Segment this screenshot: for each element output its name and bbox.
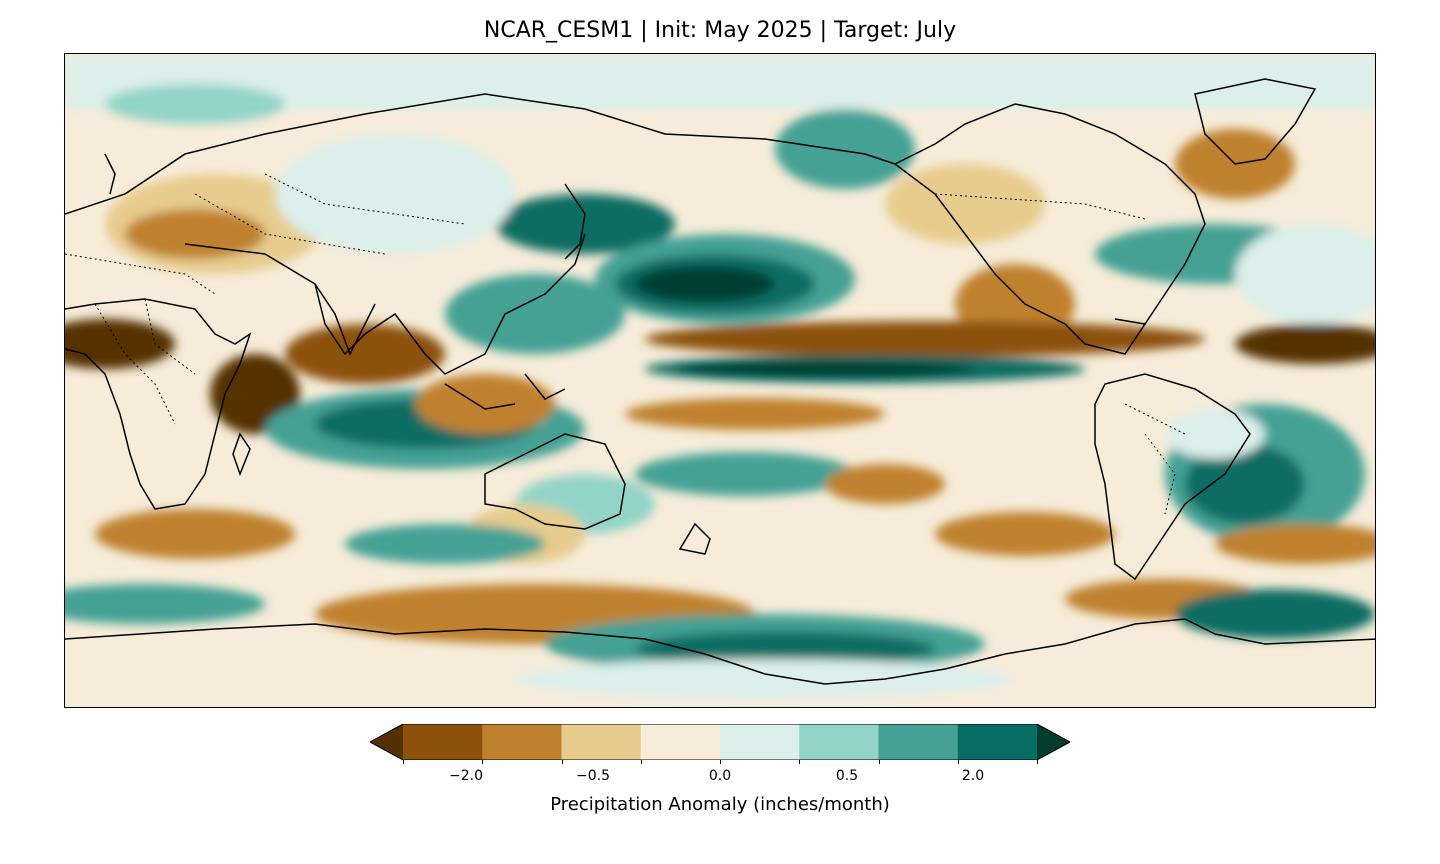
colorbar-tick	[1037, 760, 1038, 764]
colorbar-segment	[482, 724, 562, 760]
colorbar-segment	[799, 724, 879, 760]
colorbar-tick	[561, 760, 563, 764]
colorbar-tick	[957, 760, 959, 764]
colorbar-tick-label: −0.5	[576, 768, 610, 784]
colorbar-tick	[799, 760, 801, 764]
colorbar-tick	[878, 760, 880, 764]
colorbar-extend-high	[1037, 724, 1070, 760]
map-title: NCAR_CESM1 | Init: May 2025 | Target: Ju…	[483, 18, 957, 43]
colorbar-extend-low	[370, 724, 403, 760]
colorbar-segment	[640, 724, 721, 760]
precipitation-anomaly-map	[64, 53, 1376, 708]
colorbar-tick	[640, 760, 642, 764]
colorbar-tick	[482, 760, 484, 764]
anomaly-field	[65, 54, 1375, 707]
colorbar-tick	[403, 760, 404, 764]
colorbar-tick	[720, 760, 721, 764]
colorbar-segment	[561, 724, 642, 760]
country-borders	[65, 173, 1186, 515]
colorbar-segment	[720, 724, 800, 760]
colorbar-segment	[403, 724, 483, 760]
colorbar-tick-label: 0.0	[708, 768, 732, 784]
colorbar	[368, 723, 1072, 761]
colorbar-tick-label: −2.0	[449, 768, 483, 784]
colorbar-tick-label: 0.5	[835, 768, 859, 784]
colorbar-label: Precipitation Anomaly (inches/month)	[550, 794, 890, 815]
colorbar-segment	[957, 724, 1038, 760]
coastlines	[65, 78, 1375, 685]
colorbar-tick-label: 2.0	[961, 768, 985, 784]
colorbar-segment	[878, 724, 959, 760]
